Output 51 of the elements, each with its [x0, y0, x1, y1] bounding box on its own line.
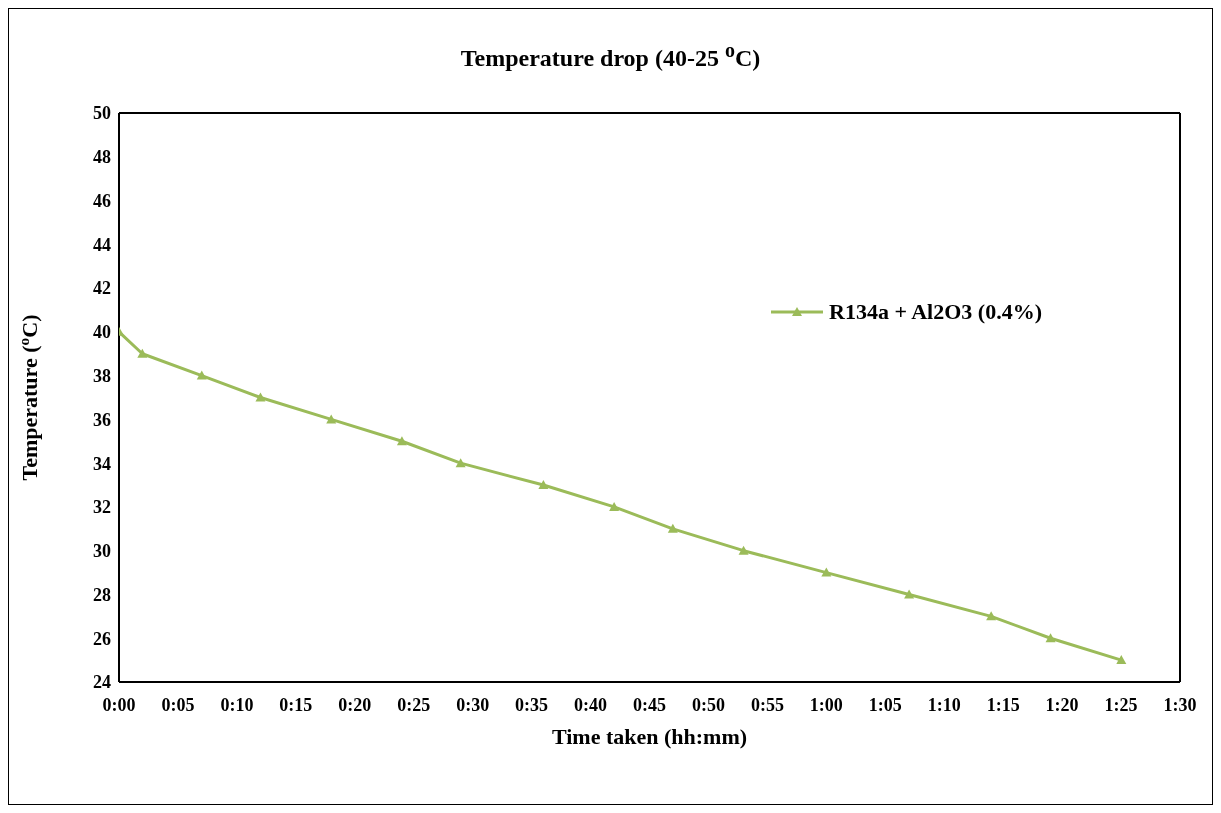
x-tick-label: 1:25: [1104, 694, 1138, 715]
x-tick-label: 0:50: [691, 694, 725, 715]
chart-title: Temperature drop (40-25 $^{o}$C): [459, 39, 762, 72]
x-tick-label: 0:10: [220, 694, 254, 715]
x-tick-label: 1:05: [868, 694, 902, 715]
x-tick-label: 1:00: [809, 694, 843, 715]
y-tick-label: 48: [93, 147, 111, 168]
y-tick-label: 38: [93, 366, 111, 387]
x-tick-label: 0:20: [338, 694, 372, 715]
y-tick-label: 30: [93, 541, 111, 562]
point: [455, 458, 466, 468]
x-tick-label: 0:45: [633, 694, 666, 715]
y-tick-label: 50: [93, 103, 111, 124]
legend-label: R134a + Al2O3 (0.4%): [829, 299, 1042, 325]
point: [255, 392, 266, 402]
x-tick-label: 0:05: [161, 694, 195, 715]
x-tick-label: 0:15: [279, 694, 313, 715]
y-tick-label: 44: [93, 234, 111, 255]
point: [1116, 655, 1127, 665]
y-tick-label: 42: [93, 278, 111, 299]
point: [538, 480, 549, 490]
y-tick-label: 40: [93, 322, 111, 343]
x-tick-label: 0:00: [102, 694, 136, 715]
x-tick-label: 0:25: [397, 694, 431, 715]
point: [1045, 633, 1056, 643]
point: [137, 348, 148, 358]
y-tick-label: 46: [93, 190, 111, 211]
y-tick-label: 24: [93, 672, 111, 693]
point: [738, 545, 749, 555]
point: [326, 414, 337, 424]
y-tick-label: 28: [93, 584, 111, 605]
y-tick-label: 26: [93, 628, 111, 649]
point: [904, 589, 915, 599]
x-axis-title: Time taken (hh:mm): [551, 724, 748, 749]
x-tick-label: 1:30: [1163, 694, 1197, 715]
x-tick-label: 1:15: [986, 694, 1020, 715]
y-tick-label: 34: [93, 453, 111, 474]
x-tick-label: 0:40: [574, 694, 608, 715]
point: [667, 523, 678, 533]
point: [986, 611, 997, 621]
point: [609, 501, 620, 511]
y-tick-label: 32: [93, 497, 111, 518]
x-tick-label: 1:10: [927, 694, 961, 715]
point: [196, 370, 207, 380]
point: [396, 436, 407, 446]
point: [821, 567, 832, 577]
y-tick-label: 36: [93, 409, 111, 430]
x-tick-label: 0:30: [456, 694, 490, 715]
x-tick-label: 1:20: [1045, 694, 1079, 715]
x-tick-label: 0:35: [515, 694, 549, 715]
x-tick-label: 0:55: [750, 694, 784, 715]
